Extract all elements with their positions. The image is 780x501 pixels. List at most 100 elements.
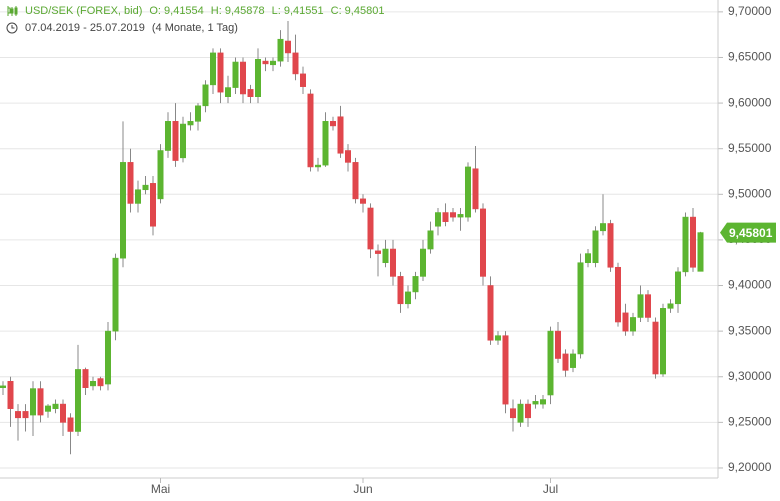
candle <box>150 176 157 236</box>
candle <box>322 112 329 167</box>
candle <box>314 157 321 172</box>
candle <box>67 413 74 455</box>
candle-body <box>502 335 509 405</box>
candle-body <box>180 123 187 159</box>
candle-body <box>29 388 36 416</box>
candle-body <box>352 162 359 200</box>
candle-body <box>187 121 194 126</box>
candle <box>434 207 441 236</box>
candle <box>404 285 411 309</box>
candle <box>262 57 269 72</box>
candle <box>337 105 344 158</box>
candle-body <box>569 353 576 368</box>
candle <box>180 116 187 163</box>
candle-body <box>90 381 97 387</box>
ohlc-close: C: 9,45801 <box>330 5 385 17</box>
candle-body <box>142 184 149 191</box>
candle-body <box>374 250 381 254</box>
candle <box>284 20 291 63</box>
candle <box>427 221 434 254</box>
candle-body <box>419 248 426 277</box>
candle-body <box>457 214 464 218</box>
candle <box>629 312 636 336</box>
candle-body <box>479 208 486 277</box>
candle-body <box>689 216 696 268</box>
candle-body <box>150 183 157 227</box>
candle-body <box>59 403 66 423</box>
date-range: 07.04.2019 - 25.07.2019 <box>25 22 145 34</box>
candle <box>509 399 516 432</box>
ohlc-low: L: 9,41551 <box>271 5 324 17</box>
candle-body <box>75 369 82 432</box>
candle-body <box>607 223 614 268</box>
candle <box>637 285 644 323</box>
candle <box>367 203 374 259</box>
candle <box>599 194 606 236</box>
candle <box>307 89 314 172</box>
candle-body <box>472 168 479 210</box>
candle-body <box>329 121 336 127</box>
candle <box>247 84 254 104</box>
candle <box>344 144 351 172</box>
candle <box>659 303 666 377</box>
candle-body <box>225 87 232 97</box>
candle <box>217 48 224 104</box>
candle-body <box>135 189 142 204</box>
candle-body <box>262 60 269 65</box>
candle <box>584 249 591 268</box>
candle <box>487 276 494 345</box>
y-tick-label: 9,25000 <box>728 415 772 429</box>
candle-body <box>389 248 396 277</box>
candle <box>472 145 479 213</box>
candle-body <box>577 262 584 355</box>
candle-body <box>539 399 546 405</box>
header-quote: USD/SEK (FOREX, bid) O: 9,41554 H: 9,458… <box>6 5 384 17</box>
candle-body <box>269 60 276 66</box>
candle <box>195 103 202 131</box>
candle-body <box>15 411 22 419</box>
candle-body <box>120 162 127 259</box>
candle-body <box>434 212 441 227</box>
candle-body <box>217 52 224 93</box>
candle-body <box>299 73 306 87</box>
candle-body <box>67 417 74 432</box>
candle <box>225 75 232 104</box>
candle <box>255 48 262 104</box>
candle <box>127 148 134 213</box>
candle-body <box>337 116 344 154</box>
candle <box>382 239 389 268</box>
candle-icon <box>7 6 18 16</box>
candle <box>120 121 127 268</box>
y-tick-label: 9,50000 <box>728 186 772 200</box>
candle <box>82 367 89 395</box>
candle <box>329 116 336 131</box>
candle <box>667 299 674 313</box>
candle <box>22 404 29 432</box>
candle-body <box>165 121 172 151</box>
candle-body <box>37 388 44 416</box>
ohlc-high: H: 9,45878 <box>210 5 265 17</box>
candle-body <box>52 403 59 409</box>
candle-body <box>667 303 674 309</box>
candle <box>172 103 179 167</box>
candle <box>674 267 681 313</box>
candle-body <box>494 335 501 341</box>
candle <box>52 399 59 414</box>
candle <box>97 376 104 391</box>
candle <box>59 399 66 437</box>
candle <box>569 349 576 373</box>
candle-body <box>172 121 179 161</box>
candle <box>240 57 247 104</box>
candle-body <box>367 207 374 250</box>
candle <box>359 194 366 213</box>
candle <box>682 212 689 277</box>
candle <box>352 157 359 204</box>
candle-body <box>524 403 531 419</box>
candle <box>397 271 404 313</box>
candle-body <box>105 330 112 385</box>
x-tick-label: Mai <box>151 482 170 496</box>
candle <box>7 376 14 427</box>
series-name: USD/SEK (FOREX, bid) <box>25 5 143 17</box>
